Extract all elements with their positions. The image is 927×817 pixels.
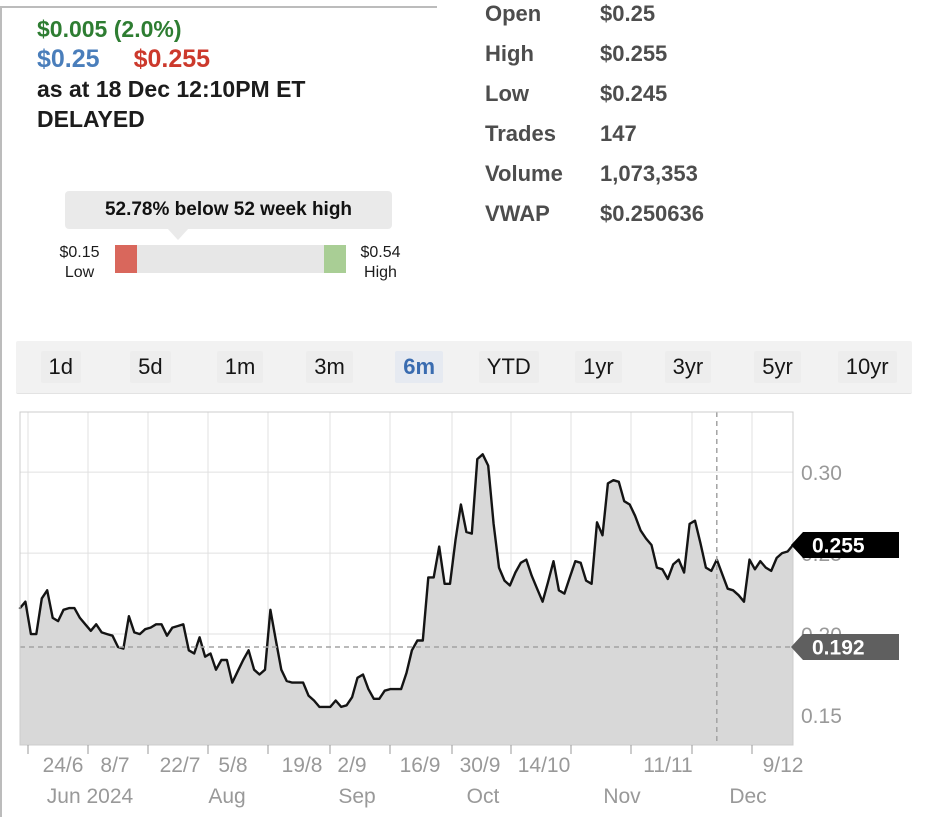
stat-row-trades: Trades 147 (485, 114, 704, 154)
x-axis-month-label: Jun 2024 (47, 785, 134, 808)
stat-label: Trades (485, 121, 556, 146)
stat-label: Open (485, 1, 542, 26)
stat-value: 147 (600, 121, 637, 146)
tab-5yr[interactable]: 5yr (733, 351, 823, 383)
last-price-badge-text: 0.255 (812, 535, 865, 558)
ask-price: $0.255 (133, 45, 211, 73)
plot-border (19, 411, 794, 746)
x-axis-label: 16/9 (400, 754, 441, 777)
stat-row-volume: Volume 1,073,353 (485, 154, 704, 194)
52wk-high-marker (324, 245, 346, 273)
delayed-label: DELAYED (37, 106, 145, 132)
x-axis-label: 5/8 (218, 754, 247, 777)
quote-summary: $0.005 (2.0%) $0.25 $0.255 as at 18 Dec 1… (37, 14, 305, 134)
price-area-fill (20, 454, 793, 745)
price-change: $0.005 (37, 16, 108, 42)
prev-close-badge-text: 0.192 (812, 637, 865, 660)
tab-6m[interactable]: 6m (374, 351, 464, 383)
52wk-tooltip-text: 52.78% below 52 week high (104, 199, 353, 220)
52wk-tooltip: 52.78% below 52 week high (65, 191, 392, 240)
x-axis-label: 11/11 (643, 754, 692, 777)
stat-value: $0.245 (600, 81, 668, 106)
x-axis-label: 8/7 (100, 754, 129, 777)
x-axis-label: 9/12 (763, 754, 804, 777)
x-axis-label: 24/6 (43, 754, 84, 777)
panel-left-border (0, 6, 2, 817)
stat-label: Low (485, 81, 529, 106)
tab-3yr[interactable]: 3yr (643, 351, 733, 383)
last-price-badge (791, 532, 899, 558)
x-axis-month-label: Oct (467, 785, 500, 808)
x-axis-month-label: Aug (208, 785, 245, 808)
period-tabs: 1d 5d 1m 3m 6m YTD 1yr 3yr 5yr 10yr (16, 341, 912, 394)
tab-3m[interactable]: 3m (285, 351, 375, 383)
x-axis-label: 19/8 (282, 754, 323, 777)
y-axis-label: 0.15 (801, 705, 842, 728)
x-axis-month-label: Nov (603, 785, 641, 808)
52wk-low-marker (115, 245, 137, 273)
stat-row-open: Open $0.25 (485, 0, 704, 34)
tab-1d[interactable]: 1d (16, 351, 106, 383)
panel-top-border (0, 6, 437, 8)
x-axis-label: 22/7 (160, 754, 201, 777)
x-axis-label: 30/9 (460, 754, 501, 777)
stat-label: VWAP (485, 201, 550, 226)
stat-row-low: Low $0.245 (485, 74, 704, 114)
52wk-low-price: $0.15 (59, 244, 100, 261)
x-axis-label: 14/10 (518, 754, 571, 777)
stat-label: High (485, 41, 534, 66)
as-at-timestamp: as at 18 Dec 12:10PM ET (37, 76, 306, 102)
price-change-line: $0.005 (2.0%) (37, 14, 305, 44)
bid-ask-line: $0.25 $0.255 (37, 44, 305, 74)
52wk-high-caption: High (364, 264, 397, 281)
price-chart[interactable]: 24/6 8/7 22/7 5/8 19/8 2/9 16/9 30/9 14/10 11/11 9… (0, 405, 927, 817)
tooltip-pointer-icon (167, 228, 189, 240)
tab-10yr[interactable]: 10yr (822, 351, 912, 383)
y-axis-label: 0.30 (801, 462, 842, 485)
stat-label: Volume (485, 161, 563, 186)
52wk-range-bar (115, 245, 346, 273)
52wk-high-label: $0.54 High (353, 243, 408, 283)
prev-close-badge (791, 634, 899, 660)
tab-ytd[interactable]: YTD (464, 351, 554, 383)
price-change-percent: (2.0%) (113, 16, 182, 42)
x-axis-label: 2/9 (337, 754, 366, 777)
tab-1m[interactable]: 1m (195, 351, 285, 383)
tab-1yr[interactable]: 1yr (554, 351, 644, 383)
x-axis-month-label: Sep (338, 785, 375, 808)
stat-value: $0.250636 (600, 201, 704, 226)
price-line (18, 453, 795, 709)
52wk-high-price: $0.54 (360, 244, 401, 261)
bid-price: $0.25 (37, 45, 100, 73)
52wk-low-label: $0.15 Low (52, 243, 107, 283)
stat-value: 1,073,353 (600, 161, 698, 186)
stat-row-vwap: VWAP $0.250636 (485, 194, 704, 234)
52wk-low-caption: Low (64, 264, 95, 281)
stat-row-high: High $0.255 (485, 34, 704, 74)
stats-table: Open $0.25 High $0.255 Low $0.245 Trades 147… (485, 0, 704, 234)
x-axis-month-label: Dec (729, 785, 766, 808)
stat-value: $0.255 (600, 41, 668, 66)
tab-5d[interactable]: 5d (106, 351, 196, 383)
stat-value: $0.25 (600, 1, 656, 26)
